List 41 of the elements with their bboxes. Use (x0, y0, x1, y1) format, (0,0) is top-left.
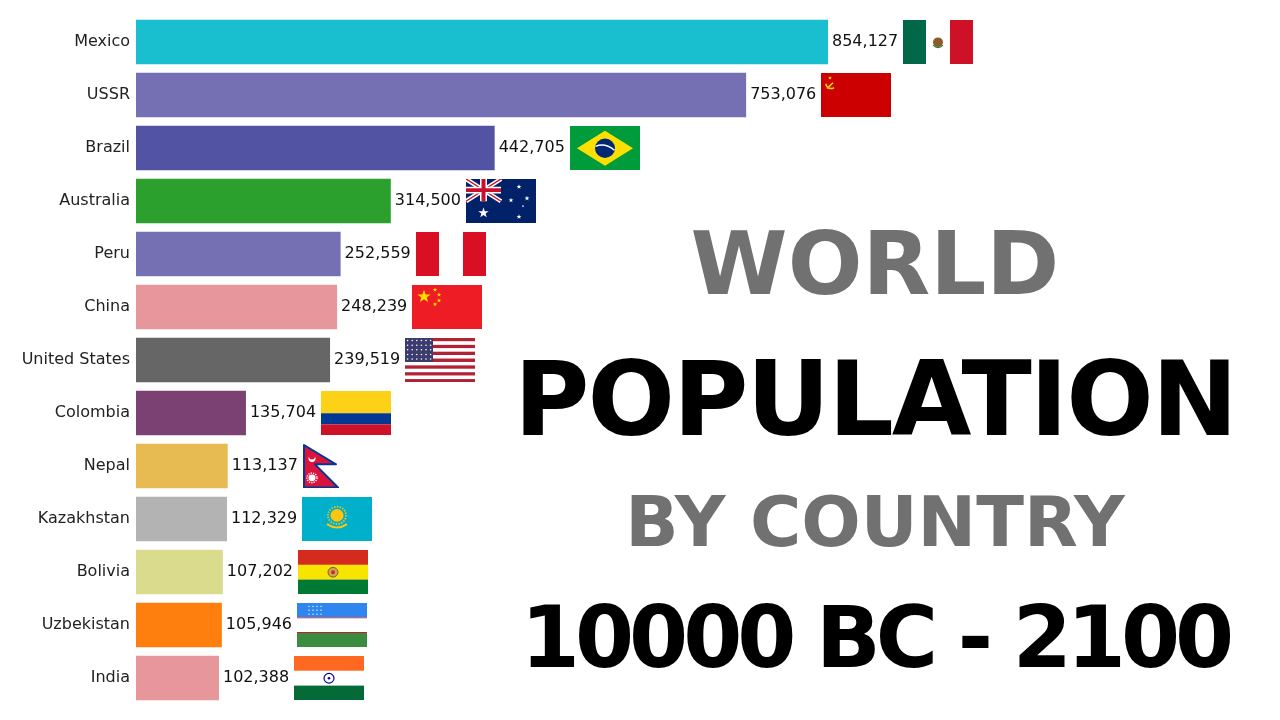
bar (136, 655, 219, 701)
y-tick-label: China (84, 296, 130, 316)
data-label: 102,388 (222, 667, 290, 687)
y-tick-label: Australia (59, 190, 130, 210)
bar (136, 390, 246, 436)
bar (136, 125, 495, 171)
y-tick-label: Brazil (85, 137, 130, 157)
data-label: 248,239 (341, 296, 408, 316)
bar (136, 496, 228, 542)
y-tick-label: United States (21, 349, 130, 369)
data-label: 239,519 (334, 349, 401, 369)
text: WORLD POPULATION BY COUNTRY (513, 212, 1237, 563)
data-label: 252,559 (344, 243, 411, 263)
bar (136, 337, 331, 383)
y-tick-label: Uzbekistan (41, 614, 130, 634)
y-tick-label: Nepal (83, 455, 130, 475)
data-label: 107,202 (226, 561, 294, 581)
y-tick-label: India (90, 667, 130, 687)
y-tick-label: Kazakhstan (37, 508, 130, 528)
data-label: 112,329 (231, 508, 298, 528)
data-label: 105,946 (225, 614, 293, 634)
data-label: 113,137 (231, 455, 298, 475)
data-label: 854,127 (832, 31, 899, 51)
bar (136, 443, 228, 489)
data-label: 135,704 (249, 402, 317, 422)
bar (136, 178, 391, 224)
y-tick-label: Peru (94, 243, 130, 263)
y-tick-label: USSR (86, 84, 130, 104)
bar (136, 549, 223, 595)
bar (136, 284, 338, 330)
data-label: 314,500 (394, 190, 461, 210)
bar (136, 602, 222, 648)
text: 10000 BC - 2100 (519, 588, 1231, 687)
data-label: 753,076 (750, 84, 817, 104)
bar (136, 231, 341, 277)
data-label: 442,705 (498, 137, 565, 157)
y-tick-label: Bolivia (76, 561, 130, 581)
y-tick-label: Colombia (54, 402, 130, 422)
y-tick-label: Mexico (74, 31, 130, 51)
bar (136, 72, 747, 118)
bar (136, 19, 828, 65)
